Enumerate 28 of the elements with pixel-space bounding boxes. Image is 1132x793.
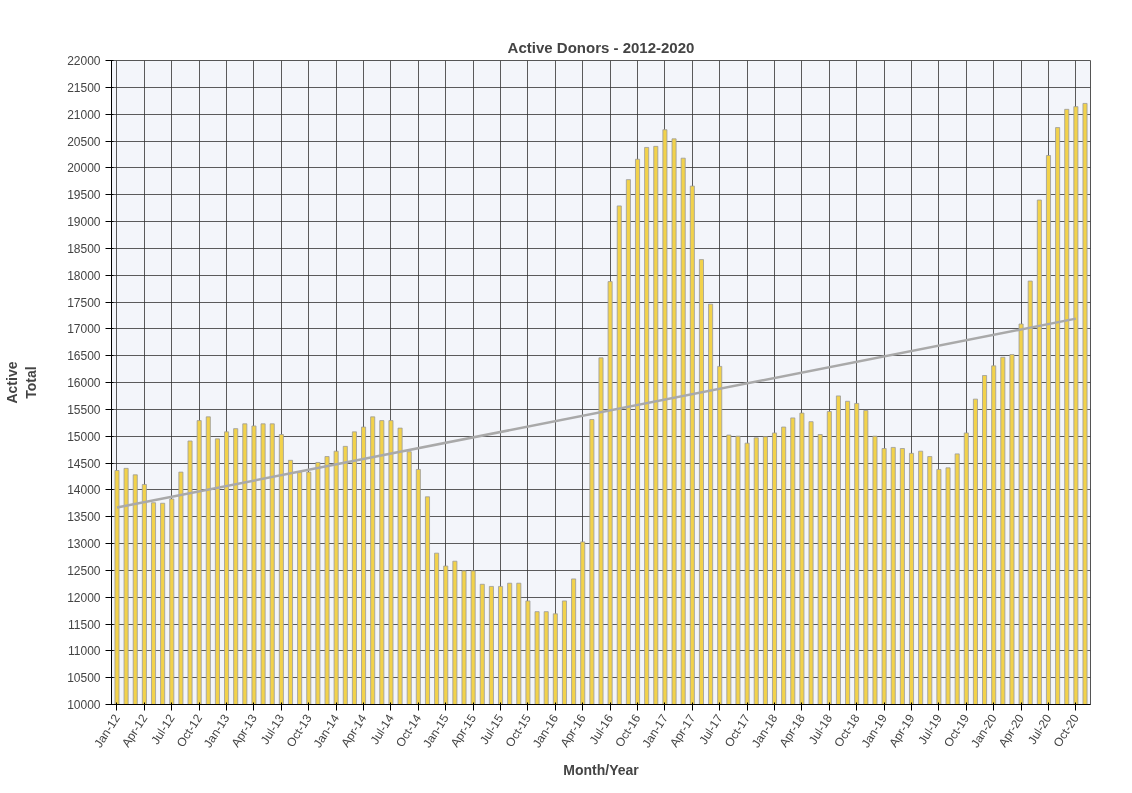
y-tick-label: 21000	[67, 107, 101, 122]
y-tick-label: 10500	[67, 671, 101, 686]
y-tick-label: 15000	[67, 429, 101, 444]
y-tick-label: 11500	[68, 617, 101, 632]
y-tick-label: 19500	[67, 188, 101, 203]
y-tick-label: 16500	[67, 349, 101, 364]
y-tick-label: 14000	[67, 483, 101, 498]
y-tick-label: 14500	[67, 456, 101, 471]
y-tick-label: 19000	[67, 215, 101, 229]
y-tick-label: 22000	[67, 54, 101, 68]
y-tick-label: 13000	[67, 537, 101, 551]
y-tick-label: 12000	[67, 590, 101, 605]
y-tick-label: 17000	[67, 322, 101, 337]
y-tick-label: 11000	[68, 644, 101, 659]
y-tick-label: 18500	[67, 241, 101, 256]
y-tick-label: 15500	[67, 402, 101, 417]
y-tick-label: 20000	[67, 161, 101, 176]
y-tick-label: 16000	[67, 376, 101, 390]
chart-title: Active Donors - 2012-2020	[507, 38, 695, 56]
y-tick-label: 21500	[67, 80, 101, 95]
y-tick-label: 10000	[67, 698, 101, 712]
y-tick-label: 13500	[67, 510, 101, 525]
x-axis-title: Month/Year	[563, 761, 640, 778]
y-tick-label: 20500	[67, 134, 101, 149]
y-tick-label: 17500	[67, 295, 101, 310]
y-tick-label: 18000	[67, 268, 101, 283]
y-tick-label: 12500	[67, 563, 101, 578]
y-axis-title: Active Total	[3, 361, 40, 404]
